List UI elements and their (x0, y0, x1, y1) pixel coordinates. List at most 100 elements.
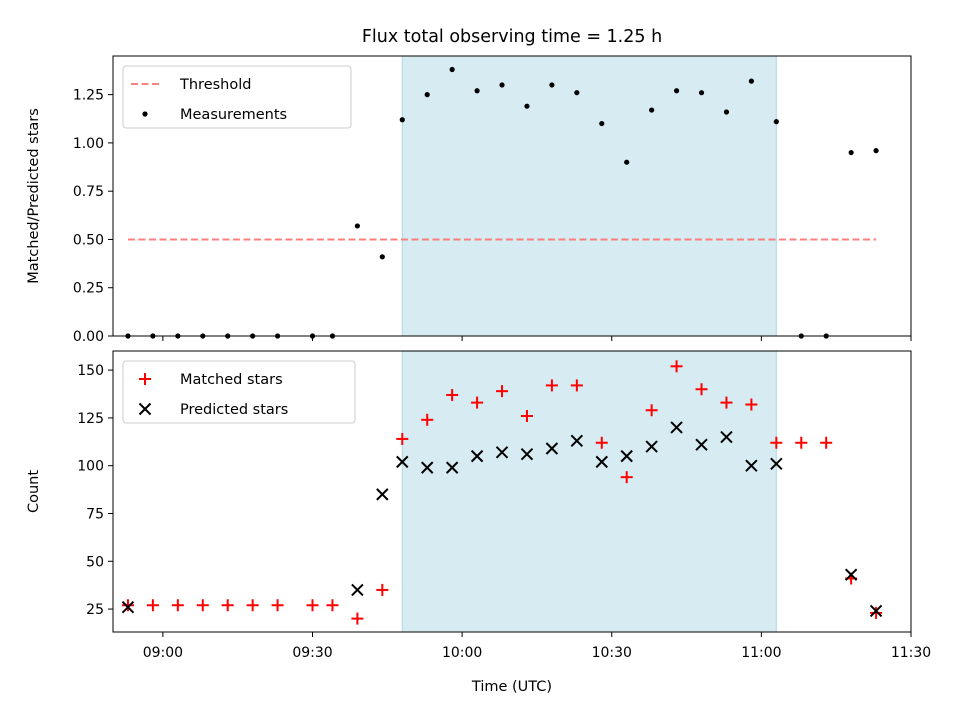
data-point-plus (670, 360, 683, 373)
legend-measurement-swatch (142, 111, 148, 117)
x-b (495, 446, 509, 459)
data-point-plus (146, 599, 159, 612)
data-point-x (545, 442, 559, 455)
data-point-plus (770, 436, 783, 449)
data-point-plus (246, 599, 259, 612)
y-tick-label: 0.25 (73, 281, 104, 297)
data-point-plus (545, 379, 558, 392)
data-point-x (376, 488, 389, 501)
legend: Matched stars Predicted stars (122, 360, 356, 424)
data-point (649, 107, 655, 113)
x-axis-label: Time (UTC) (471, 679, 552, 695)
y-tick-label: 25 (86, 602, 104, 618)
data-point (474, 88, 480, 94)
y-tick-label: 1.00 (73, 136, 104, 152)
y-tick-label: 75 (86, 506, 104, 522)
data-point (773, 119, 779, 125)
data-point-plus (745, 398, 758, 411)
data-point-x (470, 449, 484, 463)
x-tick-label: 09:00 (143, 645, 183, 661)
x-tick-label: 10:30 (592, 645, 632, 661)
x-b (620, 449, 633, 463)
data-point (848, 149, 854, 156)
x-b (545, 442, 559, 455)
data-point-x (645, 440, 658, 453)
axes-frame (112, 350, 912, 633)
y-tick-label: 50 (86, 554, 104, 570)
x-tick-label: 11:00 (741, 645, 781, 661)
x-tick-label: 11:30 (891, 645, 931, 661)
data-point-x (620, 449, 633, 463)
x-b (645, 440, 658, 453)
data-point-x (670, 421, 683, 434)
data-point (549, 82, 555, 88)
data-point-x (396, 455, 409, 469)
data-point-plus (196, 599, 209, 612)
data-point-plus (121, 599, 134, 612)
legend-predicted-swatch (138, 402, 152, 416)
data-point-plus (351, 612, 364, 625)
x-b (844, 568, 858, 581)
data-point (379, 254, 385, 260)
axes-frame (112, 55, 912, 337)
data-point (748, 78, 755, 84)
data-point-plus (396, 432, 409, 445)
data-point-plus (421, 413, 434, 426)
legend-box (122, 65, 352, 129)
top-panel-flux-ratio: 0.00 0.25 0.50 0.75 1.00 1.25 Matched/Predicte… (26, 55, 912, 345)
y-tick-label: 0.75 (73, 184, 104, 200)
data-point-plus (171, 599, 184, 612)
observing-interval-shade (401, 55, 777, 337)
data-point (499, 82, 505, 88)
data-point-x (844, 568, 858, 581)
data-point-plus (570, 379, 583, 392)
data-point-plus (376, 583, 389, 596)
data-point (399, 117, 405, 123)
y-tick-label: 0.00 (73, 329, 104, 345)
data-point-plus (306, 599, 319, 612)
x-b (138, 402, 152, 416)
data-point (723, 109, 730, 115)
y-axis-label: Count (26, 470, 42, 513)
y-tick-label: 150 (77, 363, 104, 379)
legend-label: Threshold (179, 77, 251, 93)
data-point (599, 120, 605, 127)
data-point-plus (471, 396, 484, 409)
data-point-x (445, 461, 459, 474)
x-b (445, 461, 459, 474)
data-point (673, 88, 680, 94)
data-point-x (770, 457, 783, 470)
data-point (873, 148, 879, 154)
x-b (869, 604, 883, 618)
bottom-panel-star-counts: 25 50 75 100 125 150 09:00 09:30 10:00 10:30 11:00… (26, 350, 931, 695)
data-point-x (570, 434, 584, 448)
legend: Threshold Measurements (122, 65, 352, 129)
data-point (354, 223, 360, 229)
data-point (424, 92, 430, 98)
data-point (698, 90, 705, 96)
legend-matched-swatch (139, 373, 151, 385)
data-point-x (695, 438, 708, 451)
x-b (351, 583, 364, 597)
x-b (695, 438, 708, 451)
x-b (470, 449, 484, 463)
data-point-plus (620, 471, 633, 484)
x-b (421, 461, 434, 474)
x-b (670, 421, 683, 434)
x-b (520, 448, 534, 461)
data-point-x (869, 604, 883, 618)
data-point (624, 159, 630, 165)
x-b (770, 457, 783, 470)
data-point-plus (695, 383, 708, 396)
y-tick-label: 125 (77, 411, 104, 427)
data-point-plus (720, 396, 733, 409)
data-point-plus (820, 436, 833, 449)
series-matched-stars (121, 360, 883, 625)
x-b (376, 488, 389, 501)
observing-interval-shade (401, 350, 777, 633)
y-tick-label: 0.50 (73, 232, 104, 248)
data-point-plus (496, 385, 509, 398)
data-point-plus (870, 606, 883, 619)
x-b (745, 459, 758, 472)
